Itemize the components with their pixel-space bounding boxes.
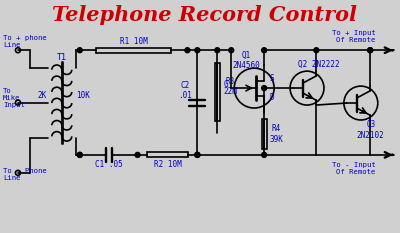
Text: Telephone Record Control: Telephone Record Control xyxy=(52,5,357,25)
Bar xyxy=(215,63,220,120)
Text: To
Mike
Input: To Mike Input xyxy=(3,88,25,108)
Circle shape xyxy=(215,48,220,53)
Circle shape xyxy=(135,152,140,157)
Text: 10K: 10K xyxy=(76,91,90,99)
Text: C2
.01: C2 .01 xyxy=(178,81,192,100)
Text: To + Input
Of Remote: To + Input Of Remote xyxy=(332,30,376,43)
Circle shape xyxy=(195,48,200,53)
Circle shape xyxy=(229,48,234,53)
Text: Q2 2N2222: Q2 2N2222 xyxy=(298,60,340,69)
Text: R1 10M: R1 10M xyxy=(120,37,148,46)
Circle shape xyxy=(314,48,319,53)
Text: Q1
2N4560: Q1 2N4560 xyxy=(232,51,260,70)
Text: To + phone
Line: To + phone Line xyxy=(3,35,47,48)
Text: R2 10M: R2 10M xyxy=(154,160,181,169)
Text: To - Phone
Line: To - Phone Line xyxy=(3,168,47,181)
Text: To - Input
Of Remote: To - Input Of Remote xyxy=(332,162,376,175)
Text: R4
39K: R4 39K xyxy=(269,124,283,144)
Text: C1 .05: C1 .05 xyxy=(95,160,122,169)
Text: R3
22M: R3 22M xyxy=(223,77,237,96)
Circle shape xyxy=(368,48,373,53)
Text: D: D xyxy=(270,93,274,102)
Circle shape xyxy=(368,48,373,53)
Circle shape xyxy=(77,152,82,157)
Circle shape xyxy=(262,48,267,53)
Text: T1: T1 xyxy=(57,53,67,62)
Circle shape xyxy=(195,152,200,157)
Text: Q3
2N2102: Q3 2N2102 xyxy=(357,120,385,140)
Text: 2K: 2K xyxy=(37,91,46,99)
Circle shape xyxy=(77,152,82,157)
Circle shape xyxy=(262,86,267,91)
Circle shape xyxy=(262,152,267,157)
Bar xyxy=(262,119,267,149)
Text: S: S xyxy=(270,74,274,83)
Bar xyxy=(96,48,171,53)
Bar xyxy=(146,152,188,157)
Circle shape xyxy=(185,48,190,53)
Text: G: G xyxy=(224,80,228,89)
Circle shape xyxy=(77,48,82,53)
Circle shape xyxy=(195,152,200,157)
